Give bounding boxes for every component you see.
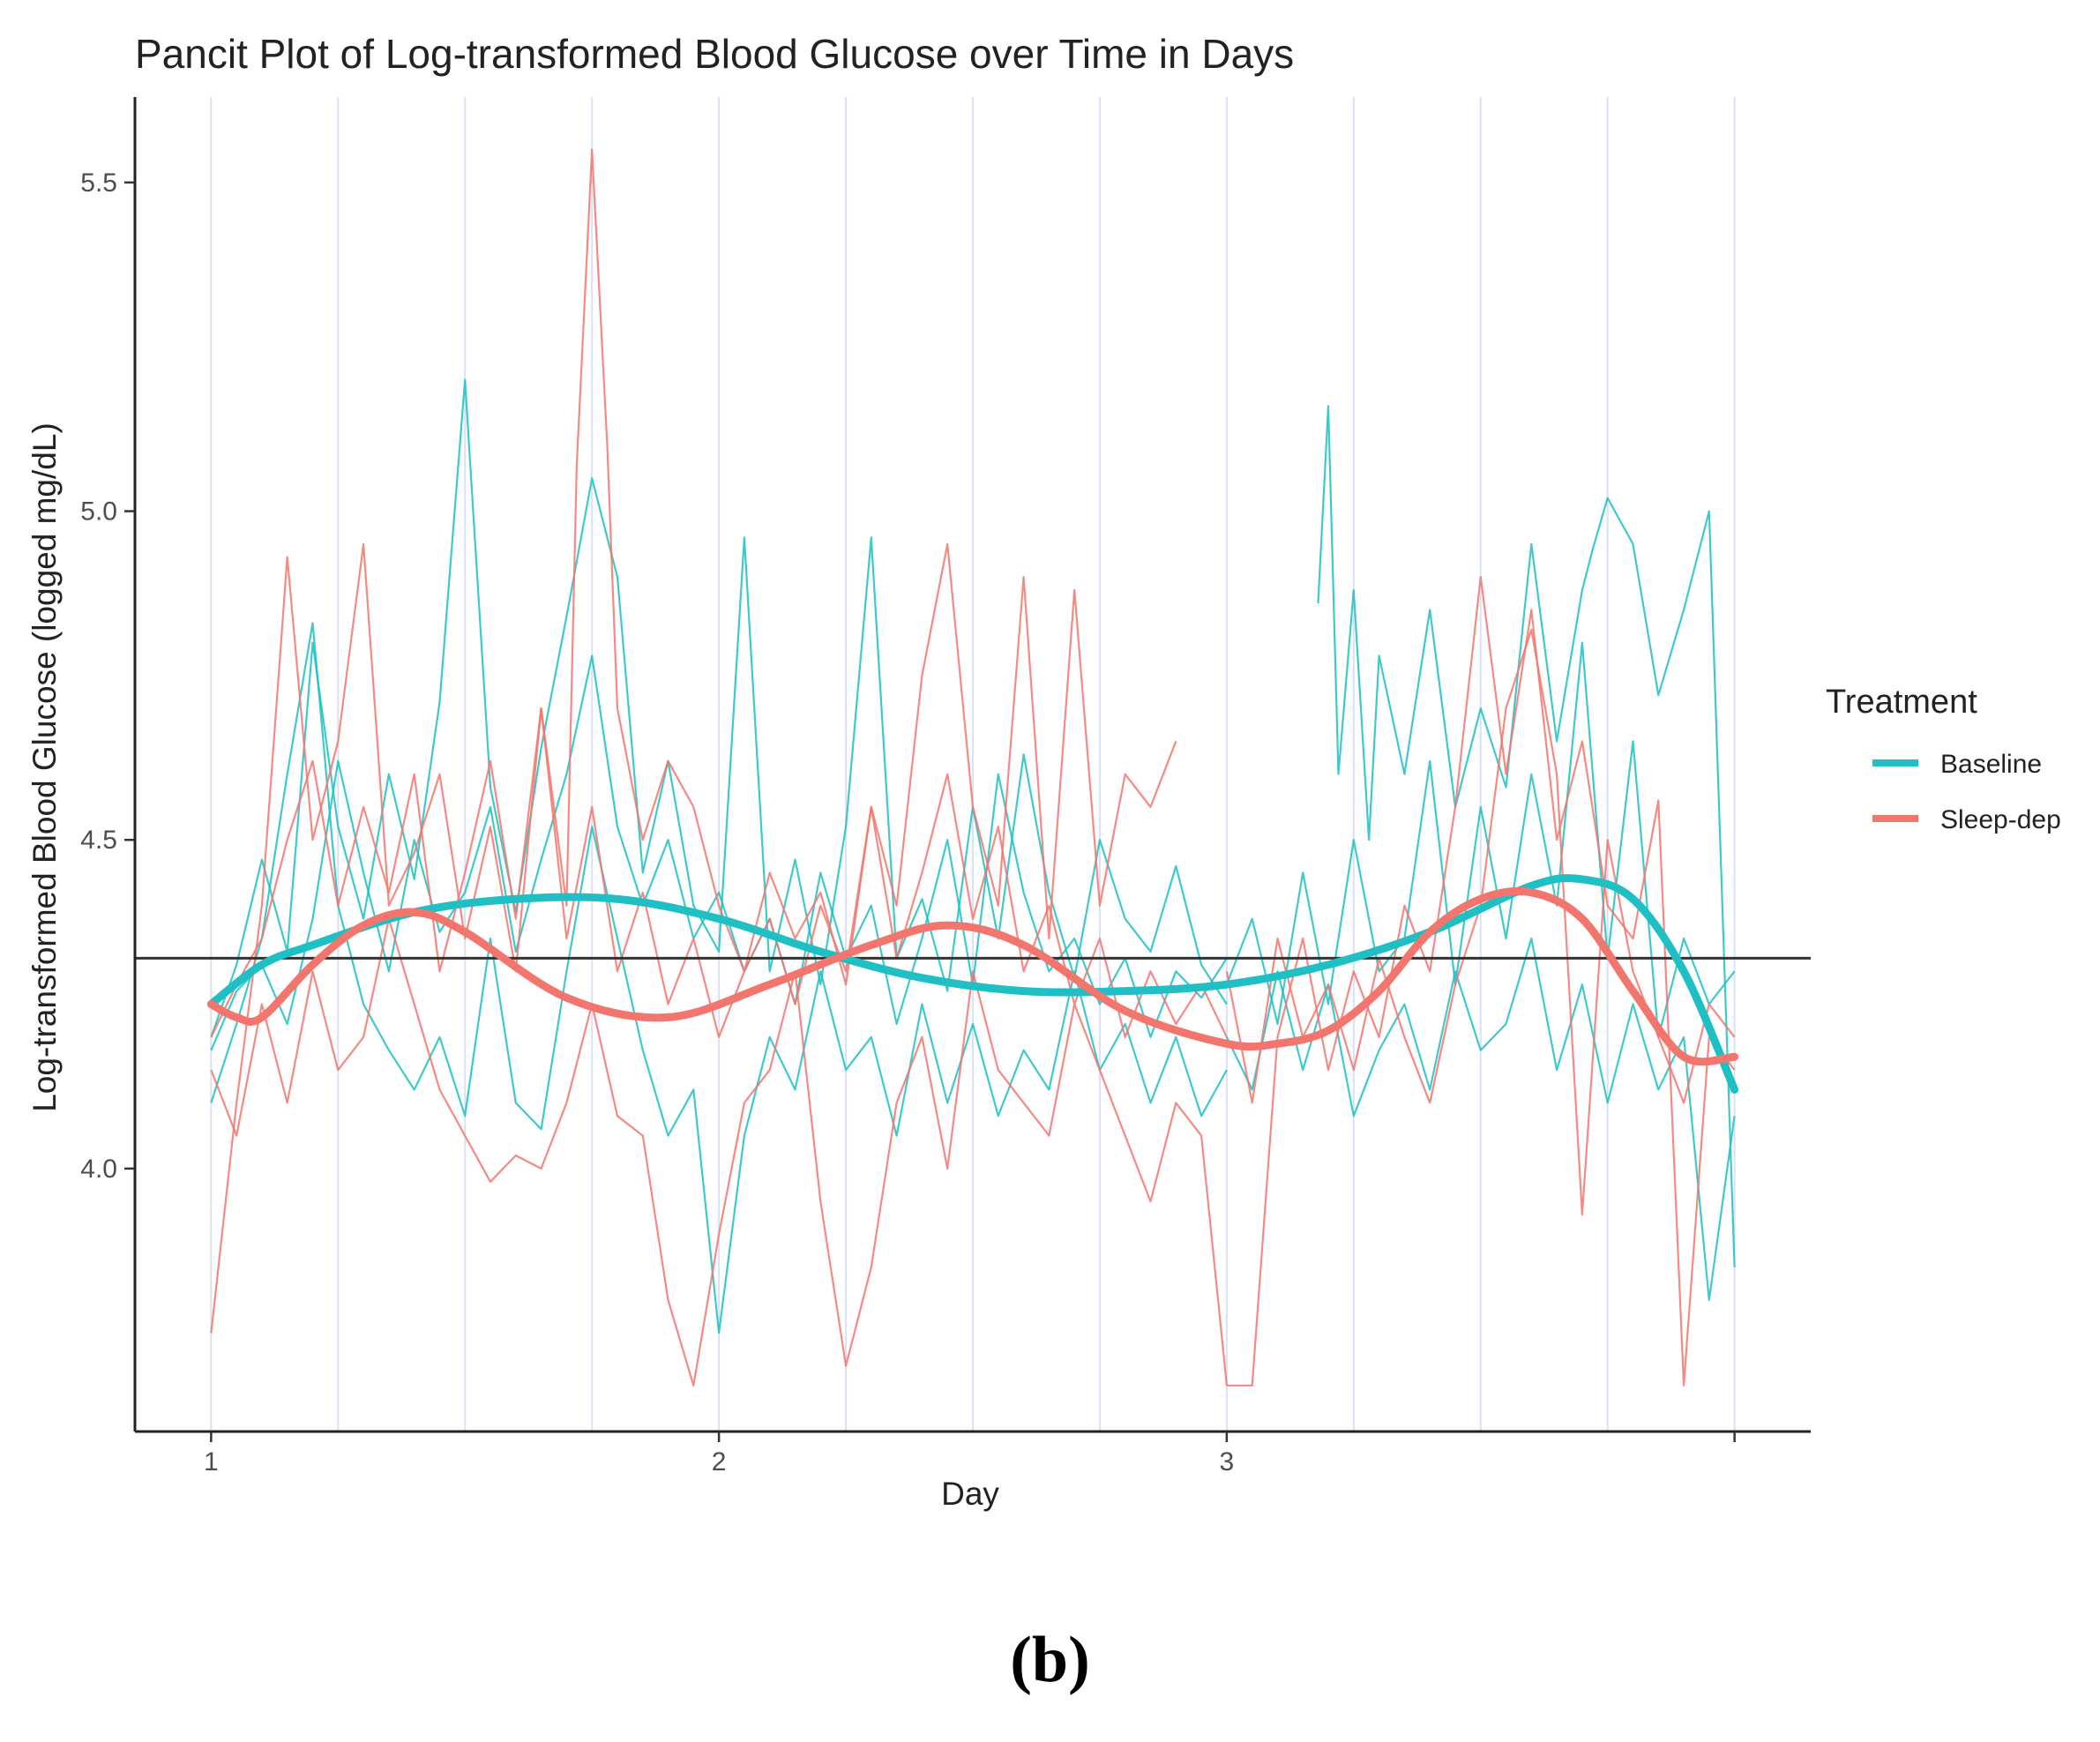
raw-line-sleep-dep-9 (1226, 575, 1736, 1387)
y-tick-label-0: 4.0 (80, 1155, 117, 1184)
y-tick-label-1: 4.5 (80, 826, 117, 855)
y-axis-title: Log-transformed Blood Glucose (logged mg… (26, 422, 63, 1112)
x-axis-title: Day (941, 1476, 999, 1512)
axes (133, 97, 1811, 1433)
legend: Treatment Baseline Sleep-dep (1826, 684, 2061, 834)
x-tick-label-1: 2 (712, 1447, 727, 1477)
smooth-line-baseline (206, 874, 1739, 1094)
raw-line-baseline-5 (1317, 405, 1736, 1267)
raw-line-sleep-dep-8 (210, 707, 1228, 1038)
legend-label-baseline: Baseline (1940, 750, 2042, 779)
y-tick-label-2: 5.0 (80, 497, 117, 527)
x-axis-ticks: 1 2 3 (204, 1432, 1736, 1477)
raw-line-baseline-4 (1225, 937, 1736, 1302)
raw-line-baseline-0 (210, 378, 1228, 1038)
y-tick-label-3: 5.5 (80, 168, 117, 198)
legend-label-sleep-dep: Sleep-dep (1940, 805, 2061, 834)
chart-title: Pancit Plot of Log-transformed Blood Glu… (135, 31, 1294, 77)
raw-line-baseline-2 (210, 654, 1228, 1051)
raw-line-baseline-3 (1225, 641, 1736, 1038)
x-tick-label-2: 3 (1220, 1447, 1235, 1477)
smooth-series-lines (206, 874, 1739, 1094)
smooth-line-sleep-dep (206, 886, 1739, 1066)
raw-line-sleep-dep-6 (210, 148, 1177, 1334)
vertical-gridlines (210, 97, 1736, 1432)
raw-line-baseline-1 (210, 622, 1228, 1335)
x-tick-label-0: 1 (204, 1447, 219, 1477)
y-axis-ticks: 4.0 4.5 5.0 5.5 (80, 168, 135, 1184)
legend-title: Treatment (1826, 684, 1977, 721)
figure-caption: (b) (1010, 1624, 1090, 1696)
